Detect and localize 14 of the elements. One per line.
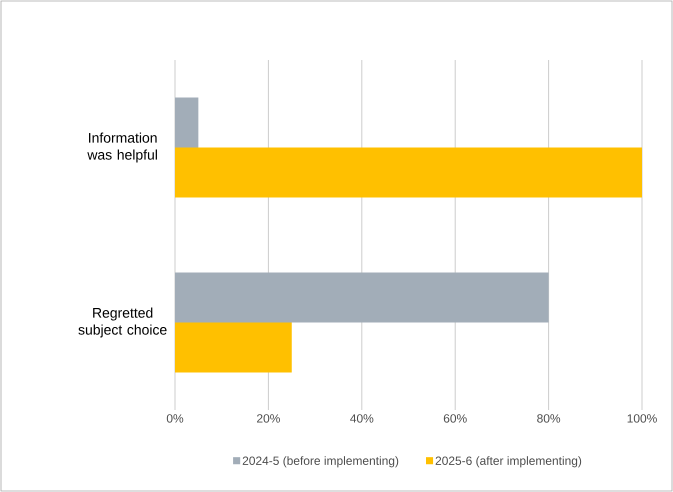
bar: [175, 272, 549, 323]
x-tick-label: 80%: [537, 414, 560, 423]
x-tick-label: 100%: [628, 414, 657, 423]
y-tick-label: Regretted subject choice: [78, 308, 167, 338]
x-tick-label: 0%: [166, 414, 184, 423]
bar: [175, 98, 198, 148]
legend-label: 2024-5 (before implementing): [242, 456, 398, 468]
bar: [175, 148, 642, 198]
bar: [175, 322, 292, 373]
legend-label: 2025-6 (after implementing): [436, 456, 582, 468]
x-tick-label: 40%: [350, 414, 374, 423]
x-tick-label: 20%: [257, 414, 280, 423]
x-tick-label: 60%: [444, 414, 467, 423]
y-tick-label: Information was helpful: [87, 132, 157, 162]
